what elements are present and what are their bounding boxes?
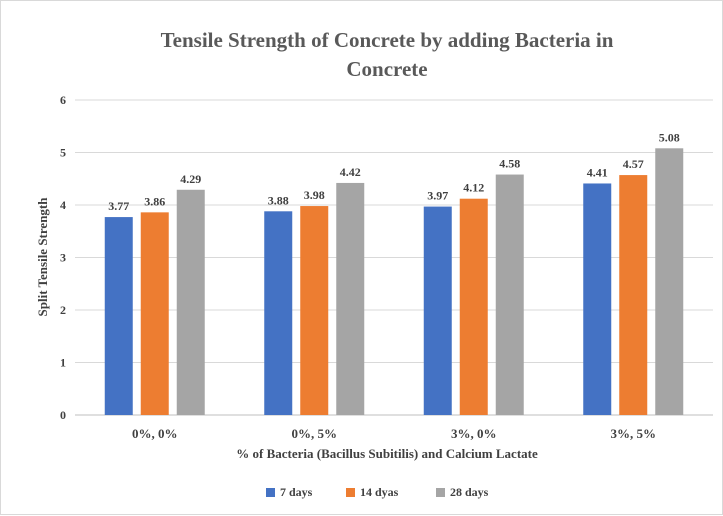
legend-swatch	[266, 488, 275, 497]
data-label: 4.42	[340, 165, 361, 179]
bar	[423, 206, 452, 415]
x-axis-title: % of Bacteria (Bacillus Subitilis) and C…	[236, 446, 538, 461]
x-category-label: 0%, 5%	[292, 426, 338, 441]
y-tick-label: 3	[60, 251, 66, 265]
y-axis-title: Split Tensile Strength	[35, 197, 50, 317]
y-tick-label: 2	[60, 303, 66, 317]
y-tick-label: 5	[60, 146, 66, 160]
data-label: 3.88	[268, 193, 289, 207]
data-label: 3.77	[108, 199, 129, 213]
y-tick-label: 1	[60, 356, 66, 370]
chart-title-line-1: Tensile Strength of Concrete by adding B…	[161, 28, 614, 52]
data-label: 3.86	[144, 194, 165, 208]
bar	[104, 217, 133, 415]
legend-label: 14 dyas	[360, 485, 399, 499]
legend: 7 days 14 dyas 28 days	[266, 485, 489, 499]
x-category-label: 3%, 5%	[611, 426, 657, 441]
data-label: 4.57	[623, 157, 644, 171]
y-tick-label: 6	[60, 93, 66, 107]
y-tick-label: 0	[60, 408, 66, 422]
legend-item: 7 days	[266, 485, 313, 499]
data-labels: 3.77 3.86 4.29 3.88 3.98 4.42 3.97 4.12 4.58 4.41…	[108, 130, 680, 213]
legend-item: 28 days	[436, 485, 489, 499]
legend-item: 14 dyas	[346, 485, 399, 499]
x-axis-category-labels: 0%, 0% 0%, 5% 3%, 0% 3%, 5%	[132, 426, 656, 441]
gridlines	[75, 99, 713, 416]
legend-swatch	[346, 488, 355, 497]
bar	[336, 182, 365, 415]
legend-label: 28 days	[450, 485, 489, 499]
x-category-label: 3%, 0%	[451, 426, 497, 441]
bar	[583, 183, 612, 415]
data-label: 4.12	[463, 181, 484, 195]
bar	[619, 175, 648, 415]
bar	[655, 148, 684, 416]
bar	[459, 198, 488, 415]
data-label: 4.41	[587, 165, 608, 179]
data-label: 5.08	[659, 130, 680, 144]
data-label: 4.58	[499, 157, 520, 171]
bars	[104, 148, 684, 416]
bar	[140, 212, 169, 415]
y-axis-tick-labels: 0 1 2 3 4 5 6	[60, 93, 66, 422]
bar	[495, 174, 524, 415]
data-label: 3.97	[427, 189, 448, 203]
x-category-label: 0%, 0%	[132, 426, 178, 441]
data-label: 4.29	[180, 172, 201, 186]
bar	[300, 206, 329, 415]
bar	[176, 189, 205, 415]
y-tick-label: 4	[60, 198, 66, 212]
bar	[264, 211, 293, 415]
chart-title-line-2: Concrete	[346, 57, 427, 81]
data-label: 3.98	[304, 188, 325, 202]
chart-title: Tensile Strength of Concrete by adding B…	[161, 28, 614, 81]
legend-swatch	[436, 488, 445, 497]
legend-label: 7 days	[280, 485, 313, 499]
